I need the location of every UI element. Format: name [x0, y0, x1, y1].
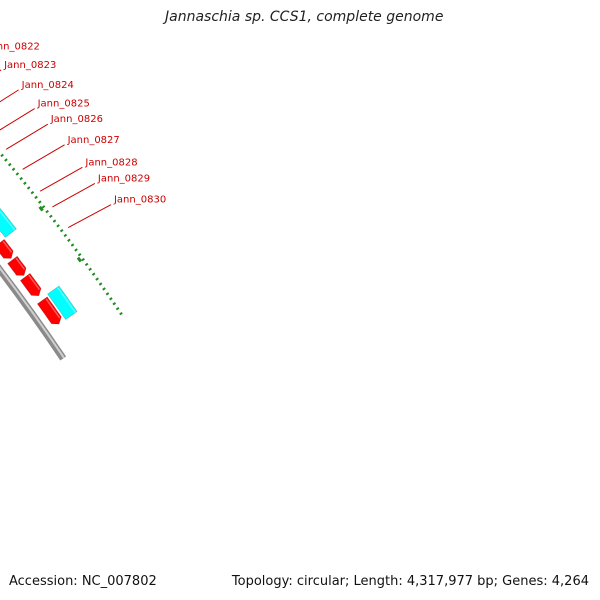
backbone-highlight — [0, 266, 65, 359]
gene-label: Jann_0827 — [67, 135, 120, 146]
gene-leader-line — [22, 144, 65, 170]
feature-shine-16 — [2, 240, 13, 253]
feature-shine-20 — [57, 287, 77, 314]
accession-text: Accession: NC_007802 — [9, 574, 157, 589]
gc-content-dots — [0, 150, 126, 319]
feature-shine-15 — [0, 210, 16, 231]
backbone-outline — [0, 264, 67, 361]
backbone-ring — [0, 264, 67, 361]
feature-mid-20 — [47, 285, 78, 320]
feature-inner-18 — [19, 272, 42, 297]
gc-dash-3 — [38, 205, 44, 212]
gene-leader-line — [0, 69, 2, 72]
feature-mid-15 — [0, 207, 17, 238]
feature-inner-17 — [7, 255, 27, 276]
genome-summary-text: Topology: circular; Length: 4,317,977 bp… — [231, 574, 589, 589]
feature-inner-16 — [0, 238, 14, 259]
gene-leader-line — [0, 89, 19, 103]
gene-label: Jann_0828 — [84, 157, 137, 168]
gc-dash-4 — [76, 256, 82, 263]
feature-shine-19 — [45, 298, 61, 319]
gene-labels: Jann_0820sucCJann_0822Jann_0823Jann_0824… — [0, 42, 166, 229]
gene-label: Jann_0823 — [3, 60, 56, 71]
gene-leader-line — [52, 183, 96, 208]
gene-label: Jann_0822 — [0, 42, 40, 53]
gene-leader-line — [5, 123, 49, 150]
feature-shine-17 — [15, 257, 26, 270]
gc-dot-tracks — [0, 150, 126, 319]
feature-tracks — [0, 207, 78, 325]
gene-label: Jann_0826 — [50, 114, 103, 125]
map-title: Jannaschia sp. CCS1, complete genome — [163, 9, 446, 25]
gene-label: Jann_0830 — [113, 195, 166, 206]
gene-leader-line — [39, 166, 83, 192]
feature-inner-19 — [36, 296, 62, 325]
gene-leader-line — [67, 204, 112, 229]
feature-shine-18 — [28, 274, 41, 291]
gene-leader-line — [0, 108, 35, 131]
gene-label: Jann_0829 — [97, 173, 150, 184]
gene-label: Jann_0824 — [21, 80, 74, 91]
gene-label: Jann_0825 — [37, 99, 90, 110]
